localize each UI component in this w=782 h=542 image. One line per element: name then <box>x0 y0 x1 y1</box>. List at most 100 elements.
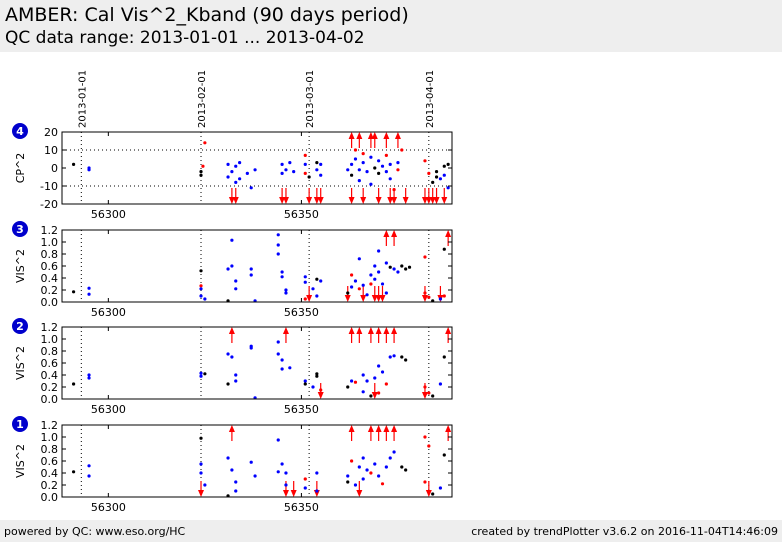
y-tick-label: 1.0 <box>41 431 59 444</box>
data-point <box>238 177 242 181</box>
data-point <box>373 166 377 170</box>
data-point <box>87 292 91 296</box>
outlier-arrowhead <box>360 295 367 302</box>
date-marker-label: 2013-03-01 <box>305 70 316 128</box>
data-point <box>280 162 284 166</box>
date-marker-label: 2013-02-01 <box>197 70 208 128</box>
data-point <box>319 162 323 166</box>
y-tick-label: 0.8 <box>41 443 59 456</box>
data-point <box>87 166 91 170</box>
outlier-arrowhead <box>391 230 398 237</box>
data-point <box>442 294 446 298</box>
data-point <box>199 374 203 378</box>
outlier-arrowhead <box>421 295 428 302</box>
data-point <box>303 162 307 166</box>
data-point <box>380 370 385 374</box>
y-tick-label: 1.0 <box>41 333 59 346</box>
data-point <box>234 480 238 484</box>
y-tick-label: 1.2 <box>41 419 59 432</box>
data-point <box>377 159 381 163</box>
y-tick-label: 0.0 <box>41 393 59 406</box>
panel-number-badge <box>12 416 28 432</box>
data-point <box>350 173 354 177</box>
panel-number: 1 <box>16 418 24 431</box>
header-bar: AMBER: Cal Vis^2_Kband (90 days period) … <box>0 0 782 52</box>
date-marker-label: 2013-04-01 <box>425 70 436 128</box>
data-point <box>230 468 234 472</box>
outlier-arrowhead <box>421 197 428 204</box>
data-point <box>230 355 234 359</box>
data-point <box>357 287 361 291</box>
data-point <box>87 373 91 377</box>
data-point <box>400 355 404 359</box>
data-point <box>280 367 284 371</box>
data-point <box>230 264 234 268</box>
data-point <box>404 267 408 271</box>
y-tick-label: 0.2 <box>41 284 59 297</box>
page-subtitle: QC data range: 2013-01-01 ... 2013-04-02 <box>5 28 365 48</box>
data-point <box>226 162 230 166</box>
data-point <box>315 374 319 378</box>
data-point <box>380 295 385 299</box>
data-point <box>353 483 358 487</box>
data-point <box>303 297 307 301</box>
y-tick-label: -10 <box>40 180 58 193</box>
data-point <box>234 164 238 168</box>
date-marker-label: 2013-01-01 <box>77 70 88 128</box>
data-point <box>284 168 288 172</box>
data-point <box>276 252 280 256</box>
data-point <box>369 273 373 277</box>
data-point <box>226 352 230 356</box>
data-point <box>199 294 203 298</box>
data-point <box>249 186 253 190</box>
outlier-arrowhead <box>445 425 452 432</box>
outlier-arrowhead <box>383 327 390 334</box>
outlier-arrowhead <box>371 295 378 302</box>
data-point <box>377 249 381 253</box>
outlier-arrowhead <box>383 230 390 237</box>
data-point <box>319 173 323 177</box>
data-point <box>303 382 307 386</box>
data-point <box>319 279 323 283</box>
data-point <box>442 247 446 251</box>
data-point <box>199 173 203 177</box>
data-point <box>377 364 381 368</box>
y-tick-label: 0.4 <box>41 272 59 285</box>
data-point <box>423 291 427 295</box>
data-point <box>392 450 396 454</box>
outlier-arrowhead <box>360 197 367 204</box>
y-axis-label: VIS^2 <box>14 444 27 478</box>
data-point <box>400 148 404 152</box>
outlier-arrowhead <box>282 490 289 497</box>
data-point <box>380 482 385 486</box>
y-tick-label: 1.2 <box>41 321 59 334</box>
data-point <box>404 468 408 472</box>
data-point <box>446 186 450 190</box>
data-point <box>423 435 427 439</box>
data-point <box>234 279 238 283</box>
data-point <box>249 267 253 271</box>
outlier-arrowhead <box>290 490 297 497</box>
data-point <box>253 168 257 172</box>
outlier-arrowhead <box>348 132 355 139</box>
data-point <box>234 180 238 184</box>
data-point <box>392 354 396 358</box>
data-point <box>384 170 388 174</box>
data-point <box>249 346 253 350</box>
y-tick-label: 20 <box>44 126 58 139</box>
data-point <box>276 340 280 344</box>
x-tick-label: 56350 <box>284 306 319 319</box>
outlier-arrowhead <box>198 490 205 497</box>
data-point <box>361 477 365 481</box>
data-point <box>446 162 450 166</box>
data-point <box>365 293 369 297</box>
data-point <box>234 373 238 377</box>
data-point <box>199 284 203 288</box>
data-point <box>315 277 319 281</box>
data-point <box>427 171 431 175</box>
outlier-arrowhead <box>391 327 398 334</box>
data-point <box>199 170 203 174</box>
data-point <box>388 265 392 269</box>
data-point <box>201 164 205 168</box>
data-point <box>284 288 288 292</box>
